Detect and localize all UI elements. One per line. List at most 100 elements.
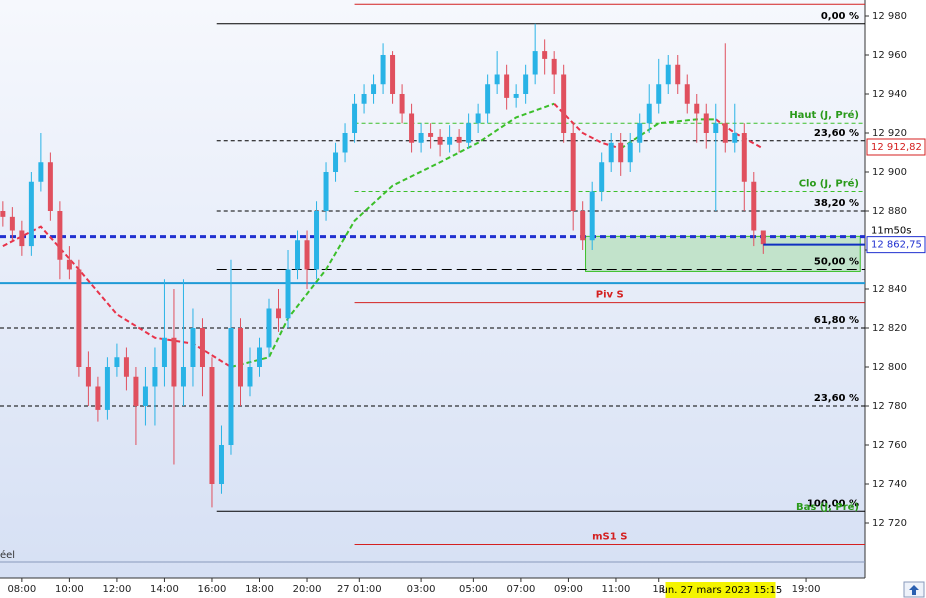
level-label: 23,60 % — [814, 393, 859, 404]
candle-body — [180, 367, 186, 387]
candle-body — [247, 367, 253, 387]
candle-body — [485, 84, 491, 114]
candle-body — [28, 181, 34, 247]
candle-body — [218, 445, 224, 485]
y-tick-label: 12 780 — [872, 401, 907, 412]
candle-body — [456, 136, 462, 143]
candle-body — [409, 113, 415, 143]
candle-body — [276, 308, 282, 319]
candle-body — [447, 136, 453, 145]
candle-body — [618, 142, 624, 163]
current-price-box — [866, 236, 926, 254]
candle-body — [523, 74, 529, 94]
x-tick-label: 16:00 — [198, 584, 227, 595]
candle-body — [237, 328, 243, 387]
candle-body — [9, 216, 15, 231]
candle-body — [304, 240, 310, 270]
y-tick-label: 12 760 — [872, 440, 907, 451]
candle-body — [475, 113, 481, 124]
candle-body — [561, 74, 567, 133]
y-tick-label: 12 900 — [872, 167, 907, 178]
price-marker-box — [866, 138, 926, 156]
current-price: 12 862,75 — [871, 240, 922, 251]
candle-body — [371, 84, 377, 94]
x-tick-label: 18:00 — [245, 584, 274, 595]
x-tick-label: 08:00 — [7, 584, 36, 595]
level-label: 61,80 % — [814, 315, 859, 326]
candle-body — [380, 54, 386, 85]
candle-body — [352, 103, 358, 133]
y-tick-label: 12 960 — [872, 50, 907, 61]
candle-body — [314, 210, 320, 270]
candle-body — [741, 132, 747, 182]
candle-body — [114, 357, 120, 368]
time-axis-background — [0, 578, 865, 598]
candle-body — [38, 162, 44, 182]
price-axis-background — [865, 0, 926, 598]
level-label: 38,20 % — [814, 198, 859, 209]
candle-body — [257, 347, 262, 368]
candle-body — [199, 328, 205, 368]
candle-body — [361, 93, 367, 104]
x-tick-label: 27 01:00 — [337, 584, 382, 595]
candle-body — [152, 367, 158, 387]
candle-body — [142, 386, 148, 407]
x-tick-label: 14:00 — [150, 584, 179, 595]
y-tick-label: 12 880 — [872, 206, 907, 217]
zone — [585, 235, 861, 272]
candle-body — [494, 74, 500, 85]
candle-body — [76, 269, 82, 368]
candle-body — [760, 230, 766, 245]
level-label: 100,00 % — [807, 498, 859, 509]
candle-body — [713, 123, 719, 133]
candle-body — [542, 51, 548, 59]
candle-body — [694, 103, 700, 114]
candle-body — [466, 123, 472, 143]
candle-body — [608, 142, 614, 163]
indicator-legend: éel — [0, 549, 15, 561]
cursor-box — [665, 582, 776, 598]
candle-body — [665, 64, 671, 85]
candle-body — [532, 51, 538, 75]
candle-body — [703, 113, 709, 133]
candle-body — [580, 210, 586, 241]
candle-body — [627, 142, 633, 163]
candle-body — [228, 328, 234, 446]
x-tick-label: 20:00 — [293, 584, 322, 595]
candle-body — [684, 84, 690, 104]
candle-body — [323, 171, 329, 211]
candle-body — [399, 93, 405, 114]
candle-body — [751, 181, 757, 231]
candle-body — [209, 367, 215, 485]
scroll-icon — [909, 585, 919, 595]
level-label: Haut (J, Pré) — [789, 109, 859, 121]
level-label: mS1 S — [592, 531, 627, 542]
x-tick-label: 10:00 — [55, 584, 84, 595]
x-tick-label: 03:00 — [407, 584, 436, 595]
candle-body — [418, 132, 424, 143]
x-tick-label: 12:00 — [103, 584, 132, 595]
candle-body — [66, 259, 72, 270]
y-tick-label: 12 840 — [872, 284, 907, 295]
candle-body — [285, 269, 291, 319]
plot-layer: mR1 S 0,00 % Haut (J, Pré) 23,60 % Clo (J, P… — [0, 0, 865, 545]
candle-body — [295, 240, 301, 270]
candle-body — [570, 132, 576, 211]
y-tick-label: 12 920 — [872, 128, 907, 139]
candle-body — [599, 162, 605, 192]
y-tick-label: 12 800 — [872, 362, 907, 373]
candle-body — [171, 337, 177, 387]
y-tick-label: 12 720 — [872, 518, 907, 529]
y-tick-label: 12 980 — [872, 11, 907, 22]
candle-body — [675, 64, 681, 85]
level-label: 50,00 % — [814, 256, 859, 267]
candle-body — [161, 337, 167, 368]
candle-body — [732, 132, 738, 143]
x-tick-label: 07:00 — [506, 584, 535, 595]
candle-body — [342, 132, 348, 153]
candle-body — [551, 58, 557, 75]
candle-body — [47, 162, 53, 211]
x-tick-label: 13 — [652, 584, 665, 595]
candle-body — [513, 93, 519, 98]
